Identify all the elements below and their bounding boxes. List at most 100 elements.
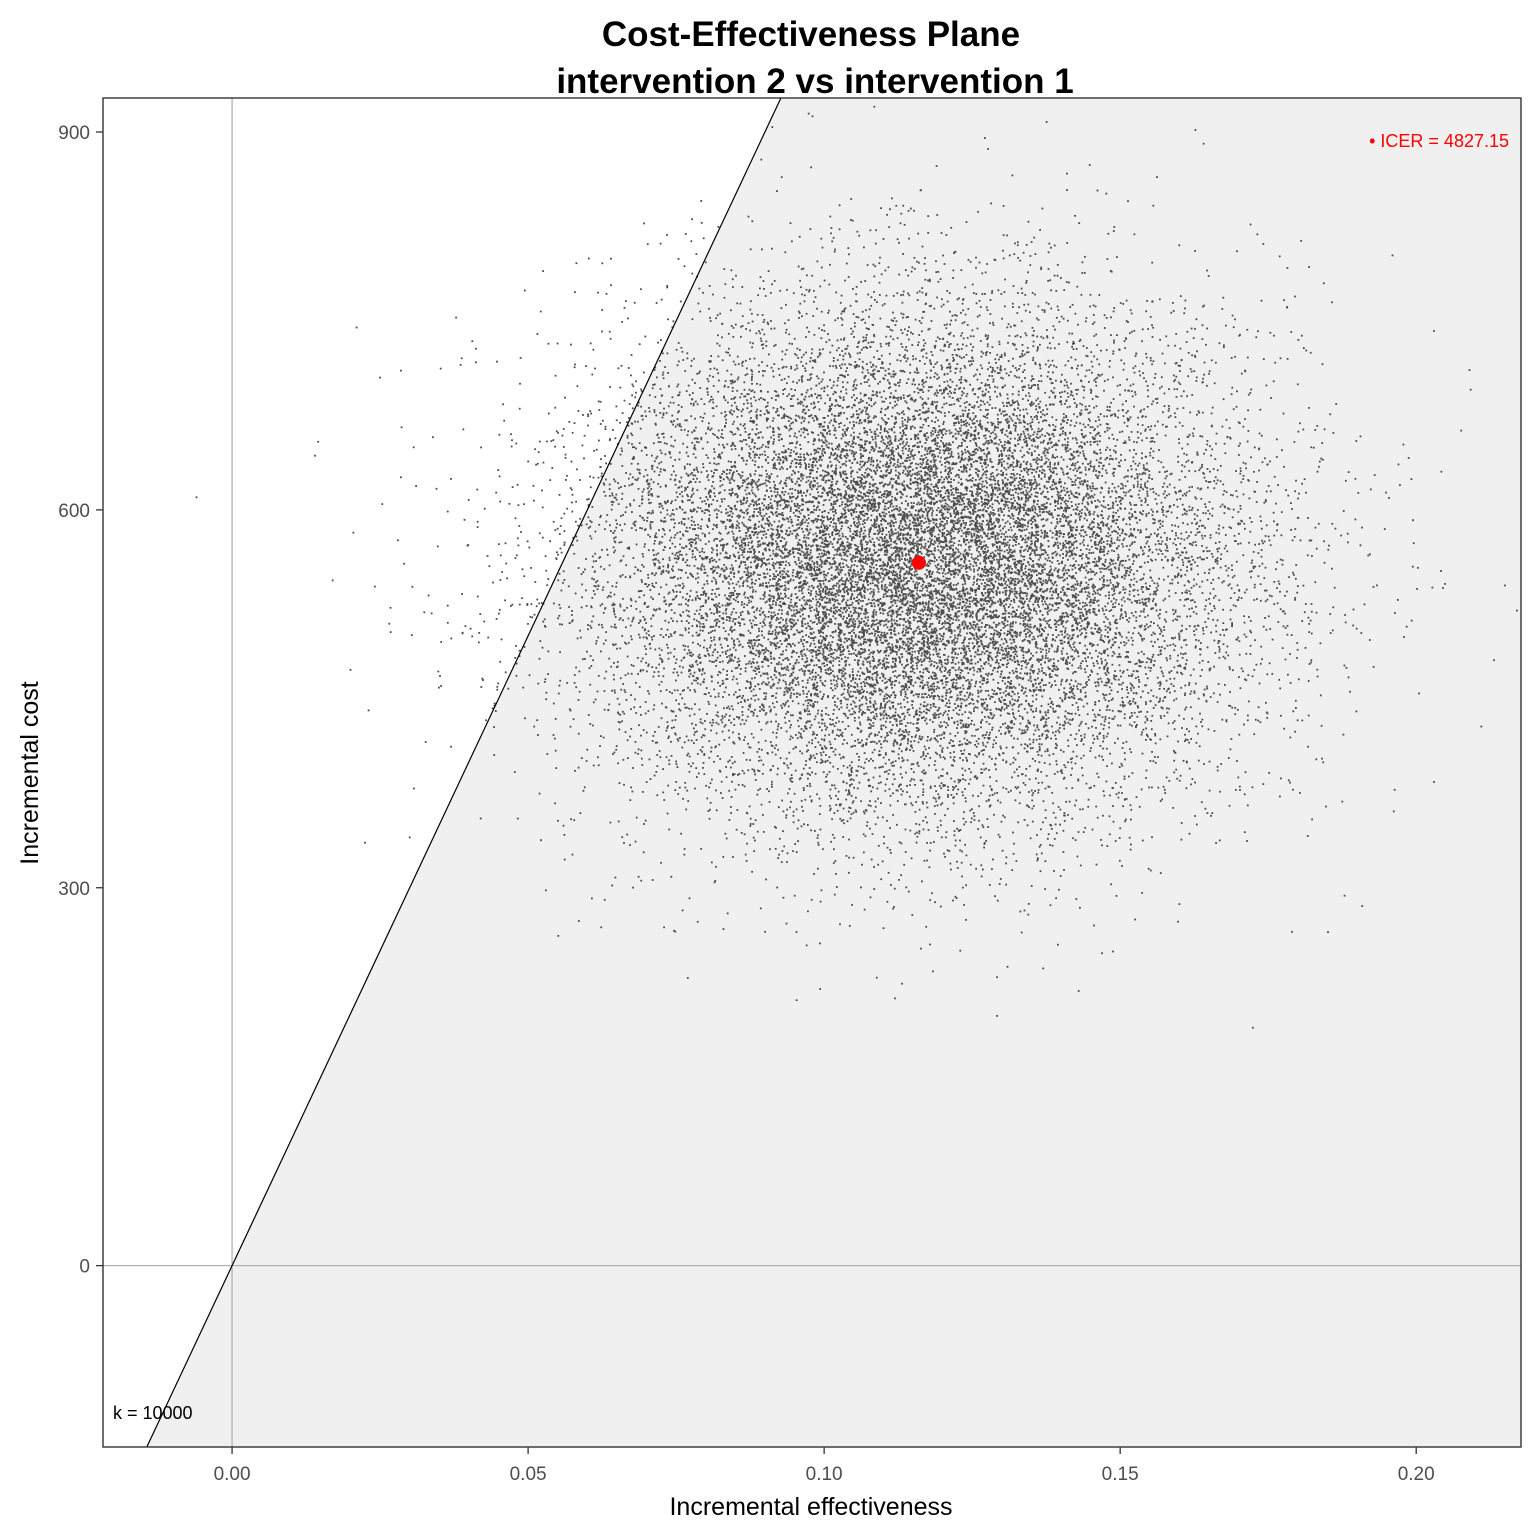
scatter-point bbox=[1013, 458, 1015, 460]
scatter-point bbox=[709, 660, 711, 662]
scatter-point bbox=[1184, 734, 1186, 736]
scatter-point bbox=[1031, 808, 1033, 810]
scatter-point bbox=[987, 600, 989, 602]
scatter-point bbox=[1027, 434, 1029, 436]
scatter-point bbox=[804, 711, 806, 713]
scatter-point bbox=[878, 539, 880, 541]
scatter-point bbox=[690, 403, 692, 405]
scatter-point bbox=[1030, 709, 1032, 711]
scatter-point bbox=[1230, 748, 1232, 750]
scatter-point bbox=[1110, 564, 1112, 566]
scatter-point bbox=[841, 707, 843, 709]
scatter-point bbox=[1075, 800, 1077, 802]
scatter-point bbox=[822, 247, 824, 249]
scatter-point bbox=[1015, 428, 1017, 430]
scatter-point bbox=[1080, 665, 1082, 667]
scatter-point bbox=[838, 721, 840, 723]
scatter-point bbox=[1074, 465, 1076, 467]
scatter-point bbox=[795, 734, 797, 736]
scatter-point bbox=[1287, 634, 1289, 636]
scatter-point bbox=[972, 477, 974, 479]
scatter-point bbox=[968, 638, 970, 640]
scatter-point bbox=[1124, 347, 1126, 349]
scatter-point bbox=[645, 469, 647, 471]
scatter-point bbox=[516, 663, 518, 665]
scatter-point bbox=[977, 654, 979, 656]
scatter-point bbox=[792, 470, 794, 472]
scatter-point bbox=[843, 739, 845, 741]
scatter-point bbox=[1097, 426, 1099, 428]
scatter-point bbox=[974, 819, 976, 821]
scatter-point bbox=[830, 687, 832, 689]
scatter-point bbox=[907, 454, 909, 456]
scatter-point bbox=[1153, 695, 1155, 697]
scatter-point bbox=[660, 862, 662, 864]
scatter-point bbox=[939, 572, 941, 574]
scatter-point bbox=[975, 683, 977, 685]
scatter-point bbox=[801, 528, 803, 530]
scatter-point bbox=[1360, 544, 1362, 546]
scatter-point bbox=[1262, 563, 1264, 565]
scatter-point bbox=[861, 422, 863, 424]
scatter-point bbox=[590, 665, 592, 667]
scatter-point bbox=[1105, 616, 1107, 618]
scatter-point bbox=[1109, 562, 1111, 564]
scatter-point bbox=[933, 841, 935, 843]
scatter-point bbox=[1029, 765, 1031, 767]
scatter-point bbox=[1025, 784, 1027, 786]
scatter-point bbox=[1049, 279, 1051, 281]
scatter-point bbox=[497, 683, 499, 685]
scatter-point bbox=[1005, 469, 1007, 471]
scatter-point bbox=[1225, 452, 1227, 454]
scatter-point bbox=[760, 338, 762, 340]
scatter-point bbox=[697, 573, 699, 575]
scatter-point bbox=[829, 602, 831, 604]
scatter-point bbox=[905, 829, 907, 831]
scatter-point bbox=[619, 714, 621, 716]
scatter-point bbox=[553, 439, 555, 441]
scatter-point bbox=[718, 444, 720, 446]
scatter-point bbox=[1015, 422, 1017, 424]
scatter-point bbox=[1050, 308, 1052, 310]
scatter-point bbox=[1112, 603, 1114, 605]
scatter-point bbox=[753, 658, 755, 660]
scatter-point bbox=[951, 451, 953, 453]
scatter-point bbox=[1012, 462, 1014, 464]
scatter-point bbox=[655, 667, 657, 669]
scatter-point bbox=[1308, 623, 1310, 625]
scatter-point bbox=[931, 892, 933, 894]
scatter-point bbox=[745, 360, 747, 362]
scatter-point bbox=[950, 556, 952, 558]
scatter-point bbox=[881, 533, 883, 535]
scatter-point bbox=[520, 531, 522, 533]
scatter-point bbox=[660, 690, 662, 692]
scatter-point bbox=[711, 503, 713, 505]
scatter-point bbox=[994, 391, 996, 393]
scatter-point bbox=[799, 539, 801, 541]
scatter-point bbox=[1199, 662, 1201, 664]
scatter-point bbox=[845, 607, 847, 609]
scatter-point bbox=[1002, 592, 1004, 594]
scatter-point bbox=[743, 556, 745, 558]
scatter-point bbox=[1108, 516, 1110, 518]
scatter-point bbox=[991, 424, 993, 426]
scatter-point bbox=[945, 837, 947, 839]
scatter-point bbox=[916, 668, 918, 670]
scatter-point bbox=[1072, 304, 1074, 306]
scatter-point bbox=[1032, 747, 1034, 749]
scatter-point bbox=[1180, 775, 1182, 777]
scatter-point bbox=[1251, 570, 1253, 572]
scatter-point bbox=[754, 572, 756, 574]
scatter-point bbox=[883, 741, 885, 743]
scatter-point bbox=[732, 709, 734, 711]
scatter-point bbox=[821, 511, 823, 513]
scatter-point bbox=[935, 798, 937, 800]
scatter-point bbox=[1243, 494, 1245, 496]
scatter-point bbox=[726, 639, 728, 641]
scatter-point bbox=[1017, 403, 1019, 405]
scatter-point bbox=[1168, 671, 1170, 673]
scatter-point bbox=[714, 746, 716, 748]
scatter-point bbox=[1117, 533, 1119, 535]
scatter-point bbox=[707, 650, 709, 652]
scatter-point bbox=[929, 850, 931, 852]
